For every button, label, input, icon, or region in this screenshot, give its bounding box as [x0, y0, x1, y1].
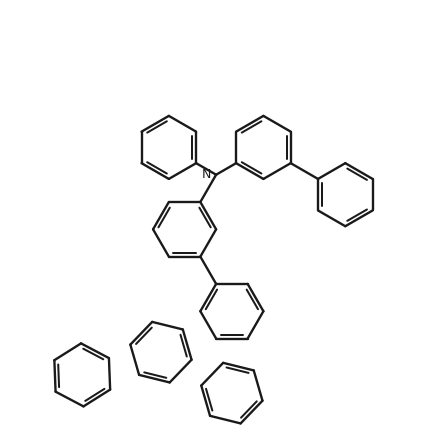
Text: N: N [202, 168, 211, 181]
